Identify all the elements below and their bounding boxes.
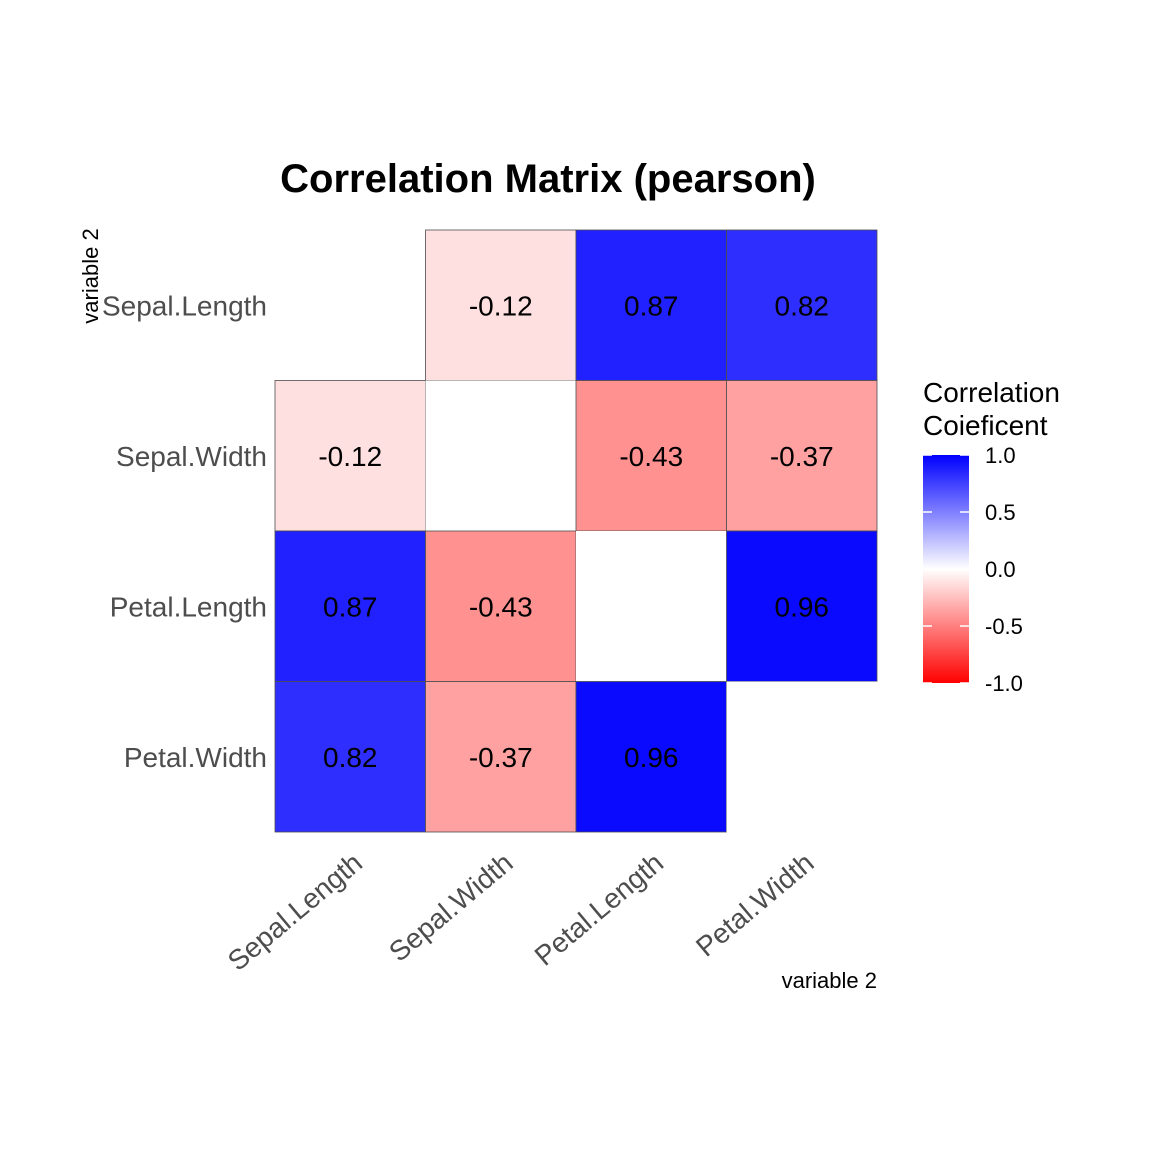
legend-tick-label: 0.0 — [985, 557, 1016, 582]
heatmap-cell-diagonal — [275, 230, 426, 381]
legend-tick-label: 1.0 — [985, 443, 1016, 468]
heatmap-cell — [274, 681, 426, 833]
chart-title: Correlation Matrix (pearson) — [280, 157, 816, 201]
heatmap-cell-diagonal — [425, 380, 576, 531]
cell-value-label: -0.43 — [469, 591, 533, 622]
x-tick-label: Petal.Width — [690, 847, 820, 963]
legend-title-line-2: Coieficent — [923, 410, 1048, 441]
cell-value-label: -0.37 — [770, 441, 834, 472]
y-tick-label: Petal.Length — [110, 591, 267, 622]
heatmap-cell-diagonal — [726, 681, 877, 832]
heatmap-cell — [575, 229, 727, 381]
heatmap-cell — [726, 229, 878, 381]
heatmap-cell — [274, 380, 426, 532]
cell-value-label: -0.12 — [318, 441, 382, 472]
y-axis-title: variable 2 — [78, 228, 103, 323]
x-axis-title: variable 2 — [782, 968, 877, 993]
color-legend: Correlation Coieficent 1.0 0.5 0.0 -0.5 -1.0 — [923, 377, 1060, 696]
x-axis-tick-labels: Sepal.Length Sepal.Width Petal.Length Petal… — [222, 847, 820, 977]
legend-tick-label: -1.0 — [985, 671, 1023, 696]
heatmap-cell — [575, 681, 727, 833]
cell-value-label: 0.87 — [624, 290, 679, 321]
legend-ticks: 1.0 0.5 0.0 -0.5 -1.0 — [923, 443, 1023, 696]
cell-value-label: 0.82 — [323, 742, 378, 773]
legend-tick-label: -0.5 — [985, 614, 1023, 639]
heatmap-cell — [274, 530, 426, 682]
y-tick-label: Petal.Width — [124, 742, 267, 773]
heatmap-cell — [575, 380, 727, 532]
x-tick-label: Sepal.Length — [222, 847, 368, 977]
y-tick-label: Sepal.Length — [102, 290, 267, 321]
legend-title-line-1: Correlation — [923, 377, 1060, 408]
cell-value-label: 0.96 — [775, 591, 830, 622]
heatmap-cells: -0.12 0.87 0.82 -0.12 -0.43 -0.37 0.87 -0.43 0.9… — [274, 229, 878, 833]
heatmap-cell — [425, 530, 577, 682]
cell-value-label: -0.43 — [619, 441, 683, 472]
x-tick-label: Sepal.Width — [383, 847, 519, 968]
y-axis-tick-labels: Sepal.Length Sepal.Width Petal.Length Petal… — [102, 290, 267, 773]
y-tick-label: Sepal.Width — [116, 441, 267, 472]
cell-value-label: 0.87 — [323, 591, 378, 622]
cell-value-label: 0.82 — [775, 290, 830, 321]
cell-value-label: -0.37 — [469, 742, 533, 773]
heatmap-cell-diagonal — [576, 531, 727, 682]
heatmap-cell — [726, 380, 878, 532]
legend-tick-label: 0.5 — [985, 500, 1016, 525]
heatmap-cell — [425, 229, 577, 381]
cell-value-label: -0.12 — [469, 290, 533, 321]
x-tick-label: Petal.Length — [529, 847, 669, 972]
cell-value-label: 0.96 — [624, 742, 679, 773]
